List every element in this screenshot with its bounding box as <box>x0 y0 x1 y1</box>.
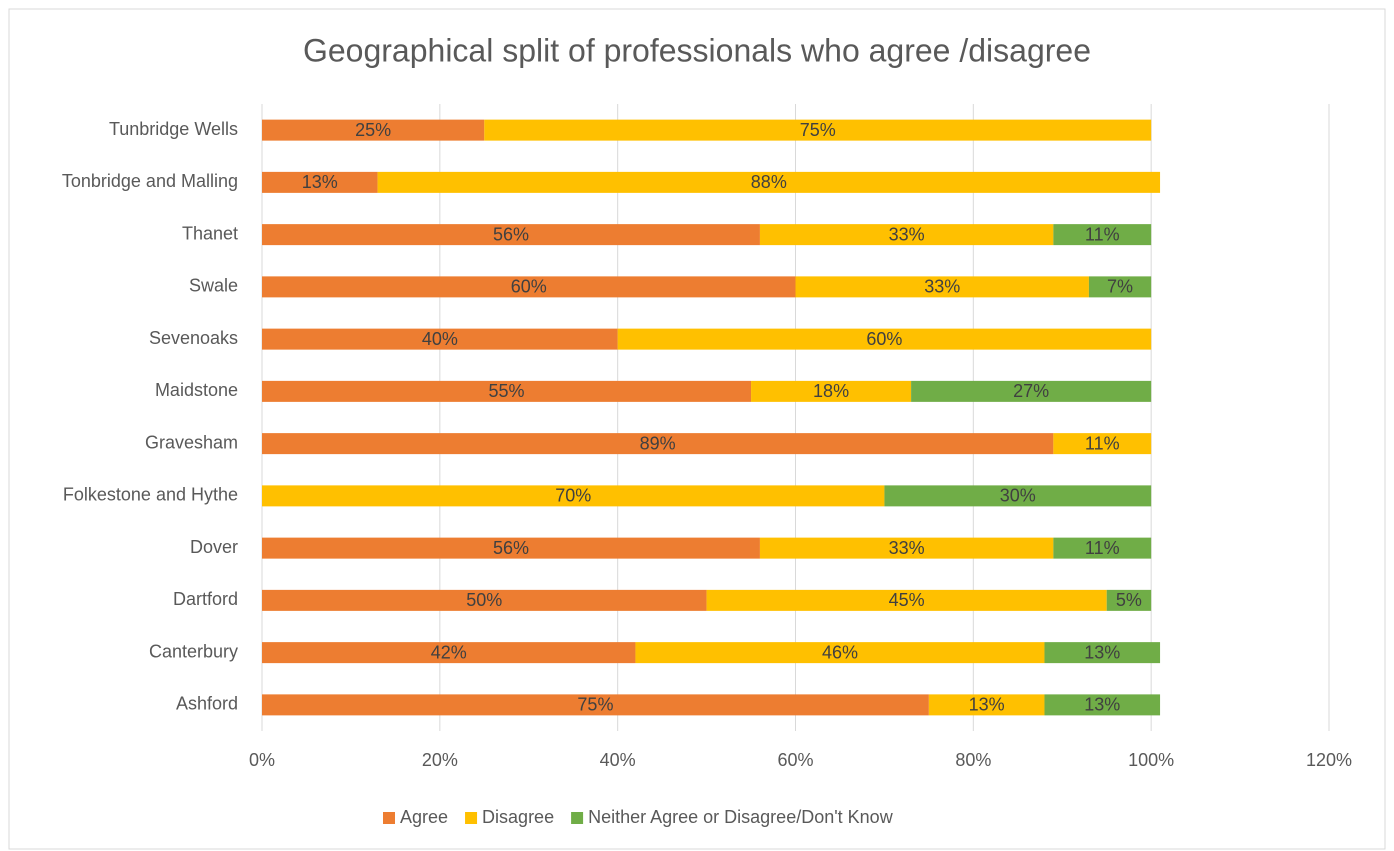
bar-segment <box>262 171 378 193</box>
x-tick-label: 40% <box>600 750 636 770</box>
data-label: 60% <box>511 277 547 297</box>
data-label: 13% <box>302 172 338 192</box>
legend-swatch <box>465 812 478 824</box>
y-tick-label: Dover <box>190 537 238 557</box>
bar-segment <box>1053 433 1152 455</box>
data-label: 70% <box>555 486 591 506</box>
data-label: 42% <box>431 642 467 662</box>
data-label: 56% <box>493 224 529 244</box>
x-tick-label: 100% <box>1128 750 1174 770</box>
bar-segment <box>1044 694 1161 716</box>
bar-segment <box>795 276 1089 298</box>
legend-label: Disagree <box>482 807 554 827</box>
bar-segment <box>262 328 618 350</box>
bar-segment <box>262 433 1054 455</box>
data-label: 88% <box>751 172 787 192</box>
y-tick-label: Ashford <box>176 694 238 714</box>
bar-segment <box>1106 589 1152 611</box>
data-label: 46% <box>822 642 858 662</box>
y-tick-label: Tunbridge Wells <box>109 119 238 139</box>
data-label: 13% <box>1084 695 1120 715</box>
data-label: 56% <box>493 538 529 558</box>
data-label: 75% <box>800 120 836 140</box>
bar-segment <box>484 119 1152 141</box>
bar-segment <box>1044 642 1161 664</box>
legend-label: Agree <box>400 807 448 827</box>
y-tick-label: Swale <box>189 276 238 296</box>
bar-segment <box>617 328 1152 350</box>
bar-segment <box>706 589 1107 611</box>
x-tick-label: 20% <box>422 750 458 770</box>
bar-segment <box>262 694 929 716</box>
y-tick-label: Dartford <box>173 589 238 609</box>
data-label: 55% <box>489 381 525 401</box>
x-tick-label: 80% <box>955 750 991 770</box>
y-tick-label: Gravesham <box>145 432 238 452</box>
bar-segment <box>759 537 1054 559</box>
data-label: 33% <box>889 538 925 558</box>
data-label: 18% <box>813 381 849 401</box>
bar-segment <box>262 224 760 246</box>
bar-segment <box>911 380 1152 402</box>
y-tick-label: Maidstone <box>155 380 238 400</box>
legend-swatch <box>383 812 395 824</box>
bar-segment <box>377 171 1161 193</box>
y-tick-label: Folkestone and Hythe <box>63 485 238 505</box>
bar-segment <box>262 485 885 507</box>
data-label: 27% <box>1013 381 1049 401</box>
data-label: 75% <box>577 695 613 715</box>
data-label: 25% <box>355 120 391 140</box>
data-label: 30% <box>1000 486 1036 506</box>
data-label: 11% <box>1085 538 1120 558</box>
bar-segment <box>262 589 707 611</box>
data-label: 89% <box>640 433 676 453</box>
data-label: 50% <box>466 590 502 610</box>
bar-segment <box>1088 276 1152 298</box>
bar-segment <box>884 485 1152 507</box>
bar-segment <box>635 642 1045 664</box>
data-label: 45% <box>889 590 925 610</box>
x-tick-label: 0% <box>249 750 275 770</box>
data-label: 11% <box>1085 433 1120 453</box>
data-label: 40% <box>422 329 458 349</box>
bar-segment <box>262 537 760 559</box>
bar-segment <box>1053 537 1152 559</box>
bar-segment <box>759 224 1054 246</box>
data-label: 7% <box>1107 277 1133 297</box>
data-label: 11% <box>1085 224 1120 244</box>
data-label: 13% <box>969 695 1005 715</box>
bar-segment <box>262 276 796 298</box>
bar-segment <box>751 380 912 402</box>
bar-segment <box>262 642 636 664</box>
bar-segment <box>1053 224 1152 246</box>
x-tick-label: 60% <box>777 750 813 770</box>
legend-label: Neither Agree or Disagree/Don't Know <box>588 807 894 827</box>
y-tick-label: Sevenoaks <box>149 328 238 348</box>
y-tick-label: Thanet <box>182 223 238 243</box>
y-tick-label: Canterbury <box>149 641 238 661</box>
x-tick-label: 120% <box>1306 750 1352 770</box>
data-label: 33% <box>889 224 925 244</box>
bar-segment <box>262 380 752 402</box>
chart-title: Geographical split of professionals who … <box>303 32 1091 68</box>
data-label: 13% <box>1084 642 1120 662</box>
data-label: 5% <box>1116 590 1142 610</box>
bar-segment <box>928 694 1045 716</box>
y-tick-label: Tonbridge and Malling <box>62 171 238 191</box>
data-label: 33% <box>924 277 960 297</box>
data-label: 60% <box>866 329 902 349</box>
legend-swatch <box>571 812 584 824</box>
bar-segment <box>262 119 485 141</box>
